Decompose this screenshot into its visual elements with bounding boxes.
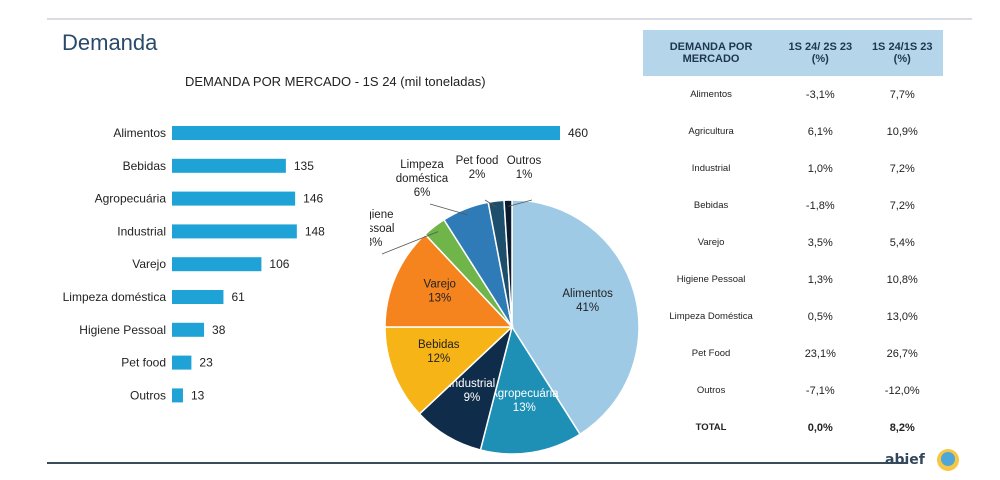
table-cell: TOTAL (695, 422, 727, 433)
bar (172, 290, 224, 304)
bar-category-label: Varejo (132, 257, 166, 271)
bar-category-label: Industrial (117, 224, 166, 238)
table-row: Industrial 1,0% 7,2% (643, 150, 943, 187)
pie-slice-label: Pet food 2% (456, 155, 499, 181)
bottom-divider (47, 462, 907, 464)
pie-leader-line (484, 199, 498, 208)
table-cell: Outros (696, 385, 726, 396)
pie-slice-label: Varejo 13% (424, 279, 456, 305)
pie-slice (384, 326, 514, 415)
pie-leader-line (508, 199, 533, 207)
bar (172, 158, 286, 173)
table-cell: -1,8% (805, 199, 835, 212)
table-cell: 6,1% (807, 125, 833, 138)
bar (172, 322, 205, 337)
table-row: Outros -7,1% -12,0% (643, 372, 943, 409)
table-cell: 7,2% (889, 162, 915, 175)
table-cell: 1,0% (807, 162, 833, 175)
table-row: Bebidas -1,8% 7,2% (643, 187, 943, 224)
table-cell: 3,5% (807, 236, 833, 249)
bar (172, 257, 262, 272)
bar (172, 224, 297, 239)
pie-chart: Alimentos 41% Agropecuária 13%Industrial 9% B… (370, 155, 640, 455)
table-cell: -3,1% (805, 88, 835, 101)
demand-table: DEMANDA POR MERCADO 1S 24/ 2S 23 (%) 1S … (643, 30, 943, 446)
table-cell: Alimentos (690, 89, 732, 100)
table-cell: 26,7% (886, 347, 918, 360)
pie-slice-label: Limpeza doméstica 6% (396, 159, 449, 199)
top-divider (47, 18, 972, 20)
pie-slice (503, 199, 513, 328)
bar (172, 388, 183, 403)
bar-category-label: Pet food (121, 356, 166, 370)
bar-value-label: 148 (305, 224, 325, 238)
table-cell: Bebidas (693, 200, 729, 211)
logo-text: abief (885, 452, 925, 468)
bar (172, 355, 192, 370)
bar-category-label: Agropecuária (95, 192, 167, 206)
bar-category-label: Higiene Pessoal (79, 323, 166, 337)
pie-leader-line (429, 203, 468, 216)
table-row: Pet Food 23,1% 26,7% (643, 335, 943, 372)
table-cell: 5,4% (889, 236, 915, 249)
bar-value-label: 135 (294, 159, 314, 173)
table-cell: 8,2% (889, 421, 915, 434)
table-cell: 0,0% (807, 421, 833, 434)
bar-value-label: 23 (199, 356, 213, 370)
table-row: Higiene Pessoal 1,3% 10,8% (643, 261, 943, 298)
table-cell: 0,5% (807, 310, 833, 323)
pie-slice (479, 325, 582, 455)
bar-category-label: Limpeza doméstica (63, 290, 167, 304)
table-row: Alimentos -3,1% 7,7% (643, 76, 943, 113)
table-cell: 1,3% (807, 273, 833, 286)
pie-slice-label: Alimentos 41% (562, 288, 613, 314)
pie-leader-line (381, 231, 439, 255)
bar-value-label: 61 (231, 290, 245, 304)
table-cell: Limpeza Doméstica (669, 311, 753, 322)
table-row: Limpeza Doméstica 0,5% 13,0% (643, 298, 943, 335)
table-cell: Higiene Pessoal (676, 274, 746, 285)
table-row: Varejo 3,5% 5,4% (643, 224, 943, 261)
table-header: DEMANDA POR MERCADO (643, 30, 780, 76)
table-cell: -12,0% (884, 384, 920, 397)
bar-category-label: Alimentos (113, 126, 166, 140)
table-header: 1S 24/ 2S 23 (%) (779, 30, 862, 76)
bar-value-label: 106 (269, 257, 289, 271)
bar-value-label: 460 (568, 126, 588, 140)
table-cell: Agricultura (688, 126, 734, 137)
bar-value-label: 146 (303, 192, 323, 206)
table-cell: 13,0% (886, 310, 918, 323)
table-cell: Pet Food (691, 348, 731, 359)
table-cell: 7,2% (889, 199, 915, 212)
table-cell: 7,7% (889, 88, 915, 101)
pie-slice-label: Agropecuária 13% (490, 388, 559, 414)
bar (172, 126, 560, 140)
bar-category-label: Outros (130, 388, 166, 402)
bar-chart-title: DEMANDA POR MERCADO - 1S 24 (mil tonelad… (185, 74, 486, 89)
abief-logo: abief (885, 446, 965, 474)
table-cell: Industrial (691, 163, 731, 174)
bar-value-label: 38 (212, 323, 226, 337)
bar (172, 191, 296, 206)
pie-slice-label: Bebidas 12% (418, 339, 460, 365)
pie-slice-label: Outros 1% (507, 155, 542, 181)
table-cell: 23,1% (804, 347, 836, 360)
bar-value-label: 13 (191, 388, 205, 402)
page-title: Demanda (62, 30, 158, 55)
table-row: TOTAL 0,0% 8,2% (643, 409, 943, 446)
bar-chart: Alimentos 460 Bebidas 135 Agropecuária 146 Ind… (63, 126, 588, 403)
pie-slice-label: Industrial 9% (449, 378, 496, 404)
table-cell: 10,9% (886, 125, 918, 138)
table-header-row: DEMANDA POR MERCADO 1S 24/ 2S 23 (%) 1S … (643, 30, 943, 76)
logo-mark-inner-icon (941, 452, 955, 466)
table-cell: 10,8% (886, 273, 918, 286)
table-cell: Varejo (697, 237, 725, 248)
bar-category-label: Bebidas (123, 159, 166, 173)
table-row: Agricultura 6,1% 10,9% (643, 113, 943, 150)
table-cell: -7,1% (805, 384, 835, 397)
table-header: 1S 24/1S 23 (%) (861, 30, 943, 76)
